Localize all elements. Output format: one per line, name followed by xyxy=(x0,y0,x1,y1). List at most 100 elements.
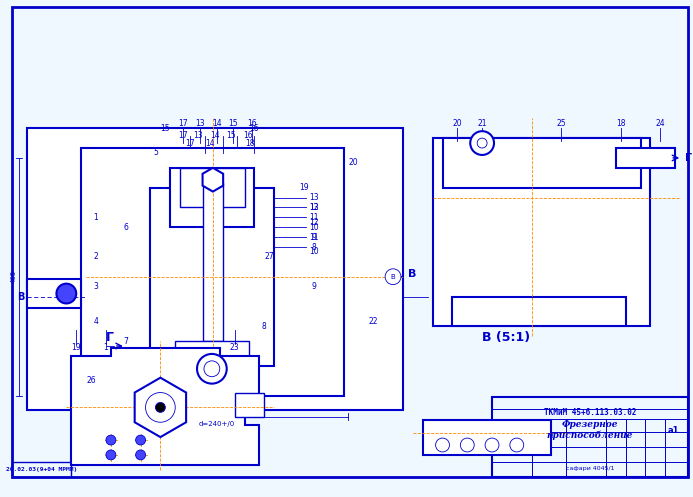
Bar xyxy=(170,168,190,197)
Text: 13: 13 xyxy=(309,193,319,202)
Bar xyxy=(443,138,640,187)
Bar xyxy=(32,366,91,406)
Bar xyxy=(245,187,274,366)
Circle shape xyxy=(197,354,227,384)
Text: 13: 13 xyxy=(193,131,203,140)
Text: В: В xyxy=(17,292,25,302)
Bar xyxy=(432,138,482,326)
Bar xyxy=(314,366,398,406)
Text: 11: 11 xyxy=(309,233,319,242)
Circle shape xyxy=(471,131,494,155)
Circle shape xyxy=(460,438,474,452)
Text: 4: 4 xyxy=(94,317,98,326)
Text: 5: 5 xyxy=(153,149,158,158)
Text: 1: 1 xyxy=(94,213,98,222)
Bar xyxy=(150,187,274,366)
Text: 23: 23 xyxy=(230,343,240,352)
Bar xyxy=(180,168,245,207)
Text: 10: 10 xyxy=(309,248,319,256)
Bar xyxy=(596,297,626,326)
Text: B: B xyxy=(391,274,396,280)
Bar xyxy=(203,183,222,341)
Text: 10: 10 xyxy=(309,223,319,232)
Text: 16: 16 xyxy=(244,131,254,140)
Bar xyxy=(611,138,640,187)
Circle shape xyxy=(136,450,146,460)
Text: 9: 9 xyxy=(311,282,316,291)
Bar xyxy=(12,462,71,477)
Text: 3: 3 xyxy=(94,282,98,291)
Text: 24: 24 xyxy=(656,119,665,128)
Text: 22: 22 xyxy=(369,317,378,326)
Text: сафари 4045/1: сафари 4045/1 xyxy=(565,466,614,471)
Bar xyxy=(27,279,56,309)
Bar xyxy=(203,183,222,341)
Bar xyxy=(235,408,264,417)
Text: Г: Г xyxy=(685,153,692,163)
Text: 17: 17 xyxy=(178,119,188,128)
Text: ТКМиМ 45+6.113.03.02: ТКМиМ 45+6.113.03.02 xyxy=(544,408,636,417)
Text: 16: 16 xyxy=(247,119,257,128)
Polygon shape xyxy=(134,378,186,437)
Bar xyxy=(432,138,651,178)
Polygon shape xyxy=(202,168,223,191)
Bar xyxy=(453,297,626,326)
Text: Г: Г xyxy=(106,331,114,344)
Bar xyxy=(175,341,195,396)
Text: 17: 17 xyxy=(178,131,188,140)
Circle shape xyxy=(485,438,499,452)
Bar xyxy=(423,420,552,455)
Bar xyxy=(229,341,249,396)
Text: 19: 19 xyxy=(71,343,81,352)
Text: 1: 1 xyxy=(103,343,108,352)
Text: 9: 9 xyxy=(311,233,316,242)
Text: 11: 11 xyxy=(309,213,319,222)
Text: 8: 8 xyxy=(311,243,316,251)
Circle shape xyxy=(155,403,166,413)
Text: 25: 25 xyxy=(556,119,566,128)
Text: 20: 20 xyxy=(453,119,462,128)
Text: 18: 18 xyxy=(616,119,626,128)
Text: 13: 13 xyxy=(195,119,205,128)
Bar xyxy=(170,168,254,227)
Circle shape xyxy=(477,138,487,148)
Text: В: В xyxy=(408,269,416,279)
Bar xyxy=(601,138,651,326)
Circle shape xyxy=(106,435,116,445)
Text: 21: 21 xyxy=(477,119,487,128)
Text: 8: 8 xyxy=(262,322,267,331)
Text: 14: 14 xyxy=(212,119,222,128)
Bar xyxy=(235,393,264,417)
Bar xyxy=(150,187,180,366)
Text: 16: 16 xyxy=(249,124,259,133)
Bar xyxy=(443,138,472,187)
Text: 14: 14 xyxy=(210,131,220,140)
Bar xyxy=(27,279,81,309)
Bar xyxy=(423,440,552,455)
Text: 17: 17 xyxy=(185,139,195,148)
Polygon shape xyxy=(71,348,259,465)
Circle shape xyxy=(136,435,146,445)
Text: 6: 6 xyxy=(123,223,128,232)
Text: 15: 15 xyxy=(161,124,170,133)
Text: 13: 13 xyxy=(309,203,319,212)
Text: 465: 465 xyxy=(11,270,17,283)
Text: 27: 27 xyxy=(265,252,274,261)
Bar xyxy=(81,148,344,396)
Text: 19: 19 xyxy=(299,183,309,192)
Bar xyxy=(492,398,688,477)
Bar xyxy=(344,187,398,366)
Text: 2: 2 xyxy=(94,252,98,261)
Bar xyxy=(175,341,249,396)
Circle shape xyxy=(510,438,524,452)
Text: 14: 14 xyxy=(205,139,215,148)
Text: а1: а1 xyxy=(667,425,679,435)
Circle shape xyxy=(385,269,401,285)
Text: 12: 12 xyxy=(309,218,319,227)
Text: В (5:1): В (5:1) xyxy=(482,331,530,344)
Text: 26: 26 xyxy=(86,376,96,385)
Text: 7: 7 xyxy=(123,336,128,345)
Circle shape xyxy=(106,450,116,460)
Bar xyxy=(616,158,675,168)
Text: 12: 12 xyxy=(309,203,319,212)
